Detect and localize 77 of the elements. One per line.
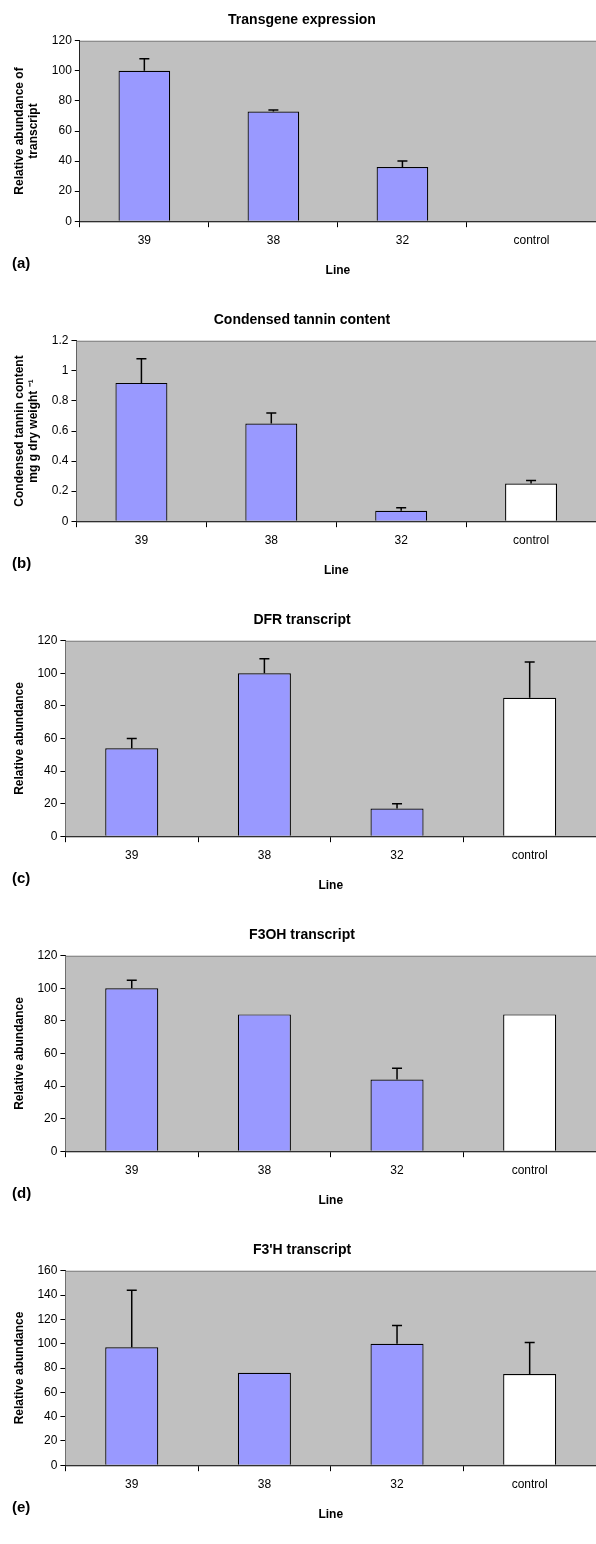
x-axis-title: Line (323, 563, 349, 578)
y-tick-label: 40 (44, 1078, 58, 1093)
x-tick-label: 32 (395, 232, 410, 247)
y-tick-label: 0 (61, 513, 69, 528)
x-tick-label: control (511, 1162, 548, 1177)
y-tick-label: 120 (37, 1311, 58, 1326)
y-tick-label: 1 (61, 363, 69, 378)
text: (b) (12, 554, 32, 571)
y-axis-title: Relative abundance (11, 681, 26, 795)
y-tick-label: 0.8 (51, 393, 69, 408)
x-tick-label: 39 (125, 847, 139, 862)
x-tick-label: 39 (125, 1162, 139, 1177)
y-tick-label: 60 (44, 730, 58, 745)
x-tick-label: control (513, 232, 550, 247)
y-tick-label: 0 (50, 1143, 58, 1158)
y-tick-label: 100 (37, 1336, 58, 1351)
x-tick-label: 32 (390, 1162, 405, 1177)
y-tick-label: 20 (44, 1110, 58, 1125)
y-tick-label: 40 (44, 763, 58, 778)
y-tick-label: 100 (37, 665, 58, 680)
y-tick-label: 40 (44, 1408, 58, 1423)
x-axis-title: Line (318, 1507, 344, 1522)
x-tick-label: 38 (257, 1162, 272, 1177)
chart-title: Condensed tannin content (213, 311, 391, 328)
x-axis-title: Line (318, 878, 344, 893)
y-tick-label: 120 (37, 633, 58, 648)
x-tick-label: 38 (257, 1476, 272, 1491)
y-tick-label: 0.2 (51, 483, 69, 498)
x-tick-label: 32 (390, 847, 405, 862)
x-tick-label: 39 (134, 532, 149, 547)
y-tick-label: 0 (50, 828, 58, 843)
y-tick-label: 0.6 (51, 423, 69, 438)
y-tick-label: 80 (44, 1013, 58, 1028)
y-axis-title: Condensed tannin content mg g dry weight ⁻¹ (11, 355, 40, 507)
y-tick-label: 160 (37, 1263, 58, 1278)
y-axis-title: Relative abundance (11, 1311, 26, 1425)
text: (a) (12, 254, 31, 271)
y-tick-label: 60 (44, 1384, 58, 1399)
x-tick-label: control (513, 532, 550, 547)
x-tick-label: 38 (264, 532, 279, 547)
y-tick-label: 0 (50, 1457, 58, 1472)
text: (d) (12, 1184, 32, 1201)
y-tick-label: 60 (44, 1045, 58, 1060)
text: (e) (12, 1498, 31, 1515)
chart-title: DFR transcript (253, 611, 351, 628)
y-tick-label: 100 (51, 63, 73, 78)
y-tick-label: 0 (65, 213, 73, 228)
x-tick-label: 39 (137, 232, 152, 247)
chart-title: F3'H transcript (252, 1241, 352, 1258)
chart-title: Transgene expression (228, 11, 376, 28)
y-axis-title: Relative abundance of transcript (11, 66, 40, 195)
y-tick-label: 40 (58, 153, 73, 168)
x-tick-label: control (511, 1476, 548, 1491)
x-tick-label: 38 (257, 847, 272, 862)
y-tick-label: 60 (58, 123, 73, 138)
y-tick-label: 80 (44, 1360, 58, 1375)
x-tick-label: 38 (266, 232, 281, 247)
x-tick-label: control (511, 847, 548, 862)
y-tick-label: 80 (58, 93, 73, 108)
y-tick-label: 140 (37, 1287, 58, 1302)
y-tick-label: 120 (51, 33, 73, 48)
text: (c) (12, 869, 31, 886)
x-axis-title: Line (318, 1193, 344, 1208)
y-tick-label: 20 (44, 1433, 58, 1448)
y-tick-label: 1.2 (51, 333, 69, 348)
y-tick-label: 20 (58, 183, 73, 198)
y-tick-label: 80 (44, 698, 58, 713)
y-axis-title: Relative abundance (11, 996, 26, 1110)
y-tick-label: 20 (44, 795, 58, 810)
x-tick-label: 39 (125, 1476, 139, 1491)
y-tick-label: 100 (37, 980, 58, 995)
x-axis-title: Line (325, 263, 351, 278)
y-tick-label: 0.4 (51, 453, 69, 468)
y-tick-label: 120 (37, 948, 58, 963)
x-tick-label: 32 (390, 1476, 405, 1491)
chart-title: F3OH transcript (249, 926, 356, 943)
x-tick-label: 32 (394, 532, 409, 547)
